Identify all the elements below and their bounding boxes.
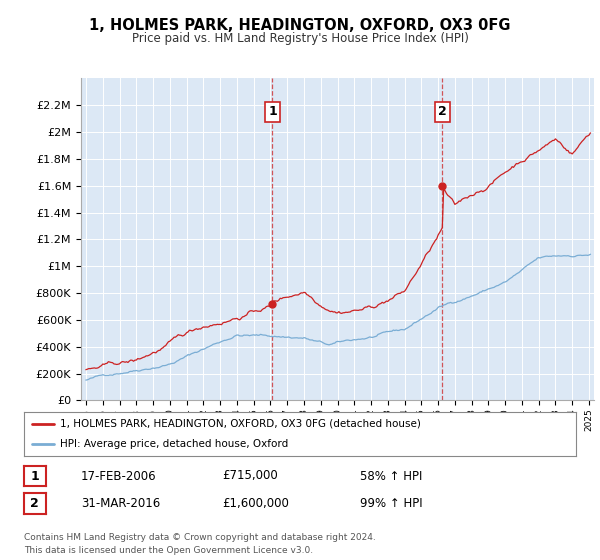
Text: HPI: Average price, detached house, Oxford: HPI: Average price, detached house, Oxfo… [60, 439, 288, 449]
Text: 31-MAR-2016: 31-MAR-2016 [81, 497, 160, 510]
Text: 2: 2 [438, 105, 446, 119]
Text: £1,600,000: £1,600,000 [222, 497, 289, 510]
Text: Price paid vs. HM Land Registry's House Price Index (HPI): Price paid vs. HM Land Registry's House … [131, 32, 469, 45]
Text: 1: 1 [268, 105, 277, 119]
Text: 17-FEB-2006: 17-FEB-2006 [81, 469, 157, 483]
Text: Contains HM Land Registry data © Crown copyright and database right 2024.
This d: Contains HM Land Registry data © Crown c… [24, 533, 376, 554]
Text: 1, HOLMES PARK, HEADINGTON, OXFORD, OX3 0FG: 1, HOLMES PARK, HEADINGTON, OXFORD, OX3 … [89, 18, 511, 33]
Text: £715,000: £715,000 [222, 469, 278, 483]
Text: 58% ↑ HPI: 58% ↑ HPI [360, 469, 422, 483]
Text: 2: 2 [31, 497, 39, 510]
Text: 99% ↑ HPI: 99% ↑ HPI [360, 497, 422, 510]
Text: 1: 1 [31, 469, 39, 483]
Text: 1, HOLMES PARK, HEADINGTON, OXFORD, OX3 0FG (detached house): 1, HOLMES PARK, HEADINGTON, OXFORD, OX3 … [60, 419, 421, 429]
